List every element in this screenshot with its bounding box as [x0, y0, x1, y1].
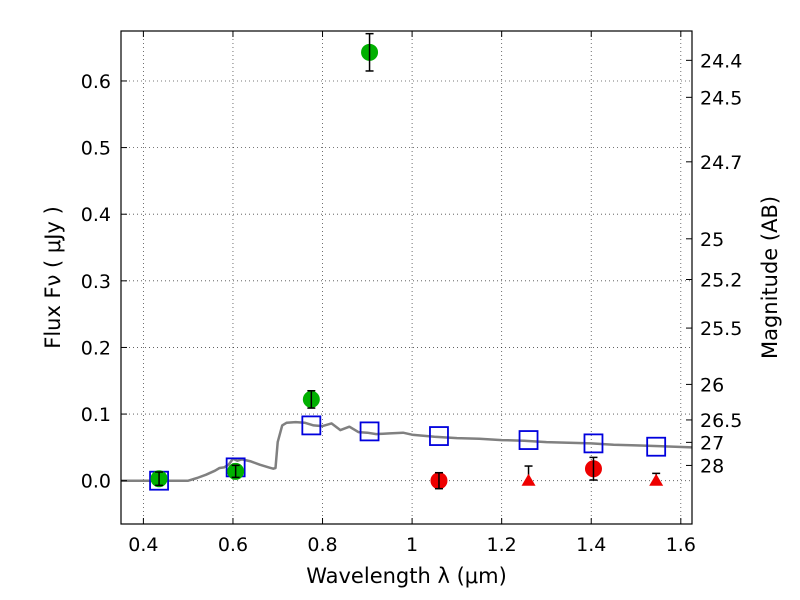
mag-tick-label: 25: [700, 229, 724, 251]
model-band-square: [359, 421, 380, 442]
mag-tick-label: 25.2: [700, 270, 742, 292]
model-band-square: [301, 415, 322, 436]
x-tick-label: 1.2: [487, 534, 517, 556]
mag-tick-label: 24.7: [700, 152, 742, 174]
y-tick-label: 0.1: [81, 404, 111, 426]
mag-tick-label: 24.4: [700, 50, 742, 72]
mag-tick-label: 27: [700, 432, 724, 454]
x-tick-label: 1.6: [666, 534, 696, 556]
x-tick-label: 0.8: [307, 534, 337, 556]
y2-axis-label: Magnitude (AB): [758, 196, 782, 359]
y-tick-label: 0.3: [81, 271, 111, 293]
model-band-square: [646, 436, 667, 457]
model-sed-line: [121, 420, 692, 482]
mag-tick-label: 26: [700, 374, 724, 396]
mag-tick-label: 26.5: [700, 410, 742, 432]
axis-ticks: 0.4 0.6 0.8 1 1.2 1.4 1.6 0.0 0.1 0.2 0.3 0.4 0.5 0.6…: [81, 31, 742, 556]
x-tick-label: 1.4: [576, 534, 606, 556]
upper-limit-triangle: [521, 473, 536, 486]
y-tick-label: 0.5: [81, 138, 111, 160]
model-band-square: [429, 426, 449, 446]
x-tick-label: 1: [406, 534, 418, 556]
x-tick-label: 0.6: [218, 534, 248, 556]
mag-tick-label: 24.5: [700, 87, 742, 109]
mag-tick-label: 25.5: [700, 318, 742, 340]
y-tick-label: 0.0: [81, 471, 111, 493]
y-tick-label: 0.2: [81, 337, 111, 359]
plot-frame: [120, 30, 693, 525]
y-tick-label: 0.6: [81, 71, 111, 93]
plot-area: [121, 32, 692, 491]
model-band-square: [518, 430, 539, 450]
mag-tick-label: 28: [700, 455, 724, 477]
y-axis-label: Flux Fν ( μJy ): [41, 206, 65, 349]
upper-limit-triangle: [649, 473, 664, 486]
axes-frame: [120, 30, 693, 525]
x-axis-label: Wavelength λ (μm): [306, 564, 507, 588]
x-tick-label: 0.4: [128, 534, 158, 556]
model-band-square: [583, 433, 604, 454]
y-tick-label: 0.4: [81, 204, 111, 226]
